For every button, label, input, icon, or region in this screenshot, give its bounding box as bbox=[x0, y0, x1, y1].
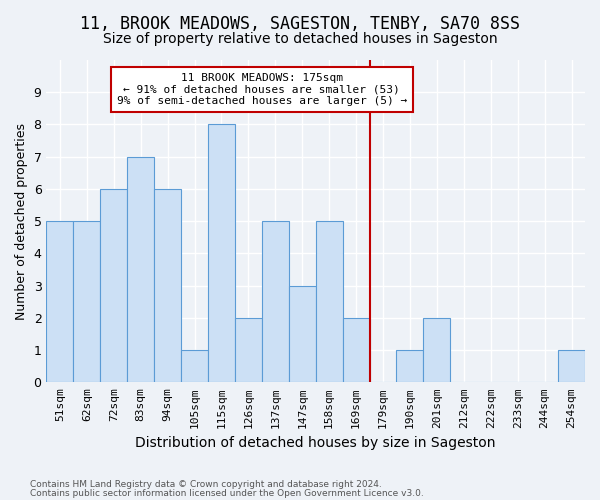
Text: Size of property relative to detached houses in Sageston: Size of property relative to detached ho… bbox=[103, 32, 497, 46]
Text: 11, BROOK MEADOWS, SAGESTON, TENBY, SA70 8SS: 11, BROOK MEADOWS, SAGESTON, TENBY, SA70… bbox=[80, 15, 520, 33]
Bar bbox=[316, 221, 343, 382]
Y-axis label: Number of detached properties: Number of detached properties bbox=[15, 122, 28, 320]
Bar bbox=[262, 221, 289, 382]
Bar bbox=[46, 221, 73, 382]
Text: Contains public sector information licensed under the Open Government Licence v3: Contains public sector information licen… bbox=[30, 488, 424, 498]
Bar bbox=[397, 350, 424, 382]
Bar bbox=[73, 221, 100, 382]
X-axis label: Distribution of detached houses by size in Sageston: Distribution of detached houses by size … bbox=[136, 436, 496, 450]
Bar bbox=[154, 189, 181, 382]
Bar bbox=[235, 318, 262, 382]
Bar bbox=[343, 318, 370, 382]
Bar bbox=[558, 350, 585, 382]
Text: Contains HM Land Registry data © Crown copyright and database right 2024.: Contains HM Land Registry data © Crown c… bbox=[30, 480, 382, 489]
Bar bbox=[127, 156, 154, 382]
Bar bbox=[100, 189, 127, 382]
Bar bbox=[208, 124, 235, 382]
Bar bbox=[181, 350, 208, 382]
Text: 11 BROOK MEADOWS: 175sqm
← 91% of detached houses are smaller (53)
9% of semi-de: 11 BROOK MEADOWS: 175sqm ← 91% of detach… bbox=[117, 73, 407, 106]
Bar bbox=[424, 318, 451, 382]
Bar bbox=[289, 286, 316, 382]
